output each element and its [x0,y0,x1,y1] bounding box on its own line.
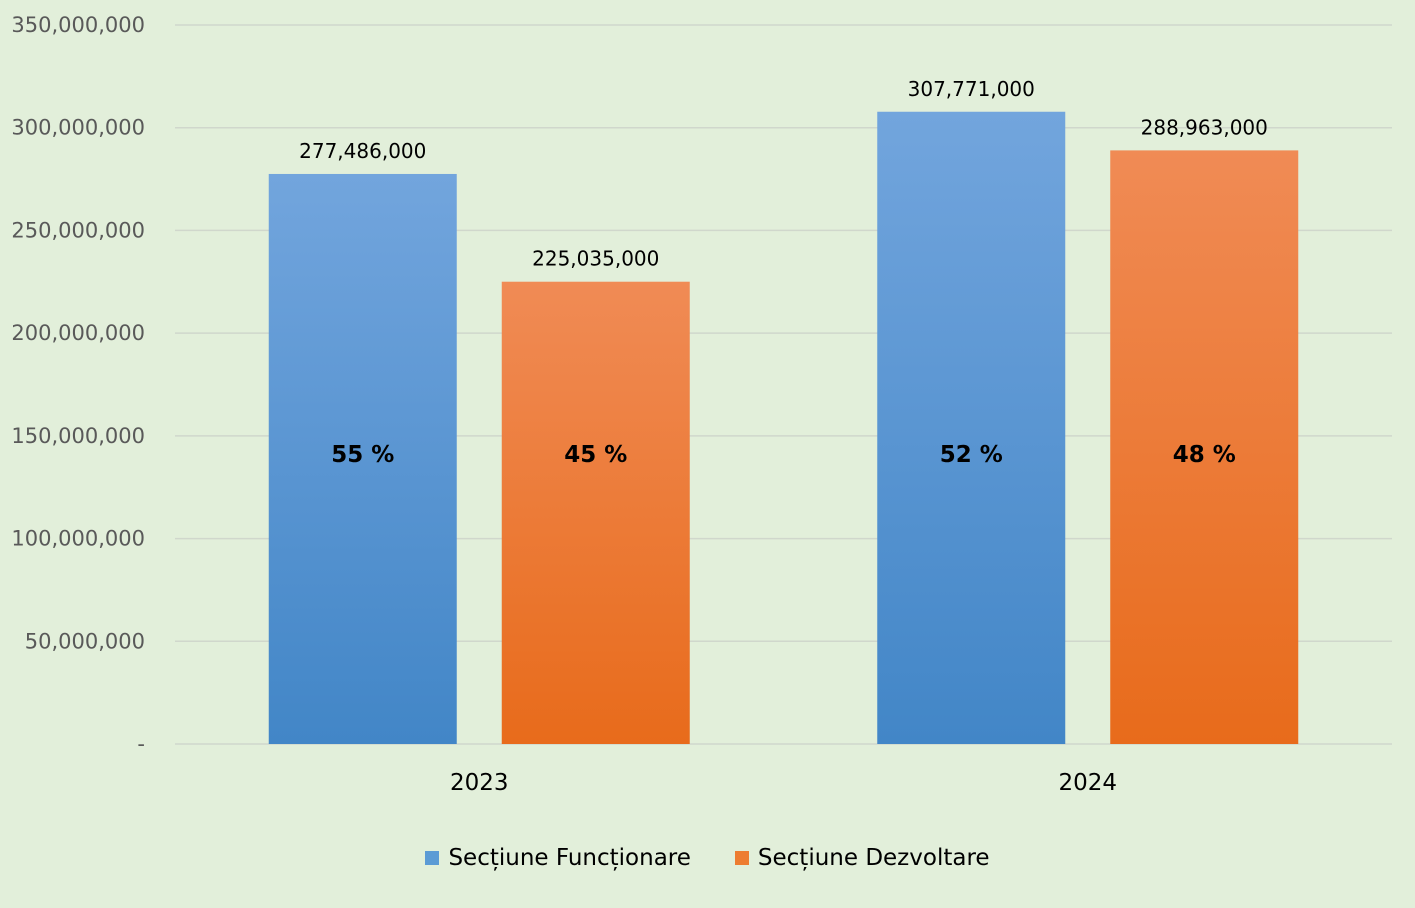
legend-label-functionare: Secțiune Funcționare [448,845,691,871]
y-tick-label: 100,000,000 [11,527,145,551]
data-label-value: 225,035,000 [532,247,659,271]
data-label-value: 277,486,000 [299,139,426,163]
bars [268,111,1299,745]
y-tick-label: 300,000,000 [11,116,145,140]
y-axis-ticks: - 50,000,000 100,000,000 150,000,000 200,000… [11,13,145,756]
x-category-label: 2024 [1058,770,1117,796]
x-category-label: 2023 [450,770,509,796]
data-label-value: 307,771,000 [908,77,1035,101]
legend: Secțiune Funcționare Secțiune Dezvoltare [0,840,1415,876]
y-tick-label: 200,000,000 [11,321,145,345]
bar-functionare-2023[interactable] [268,173,457,744]
data-labels: 277,486,000 55 % 225,035,000 45 % 307,771,00… [299,77,1268,468]
legend-item-dezvoltare[interactable]: Secțiune Dezvoltare [734,845,990,871]
y-tick-label: - [137,732,145,756]
bar-dezvoltare-2024[interactable] [1110,150,1299,744]
data-label-value: 288,963,000 [1141,115,1268,139]
bar-functionare-2024[interactable] [877,111,1066,745]
x-axis-categories: 2023 2024 [450,770,1117,796]
y-tick-label: 50,000,000 [25,629,145,653]
legend-swatch-dezvoltare [734,851,749,865]
legend-label-dezvoltare: Secțiune Dezvoltare [757,845,990,871]
legend-item-functionare[interactable]: Secțiune Funcționare [425,845,691,871]
bar-dezvoltare-2023[interactable] [501,281,690,744]
data-label-percent: 45 % [564,442,627,468]
legend-swatch-functionare [425,851,440,865]
y-tick-label: 250,000,000 [11,218,145,242]
y-tick-label: 350,000,000 [11,13,145,37]
data-label-percent: 52 % [940,442,1003,468]
data-label-percent: 48 % [1173,442,1236,468]
data-label-percent: 55 % [331,442,394,468]
y-tick-label: 150,000,000 [11,424,145,448]
